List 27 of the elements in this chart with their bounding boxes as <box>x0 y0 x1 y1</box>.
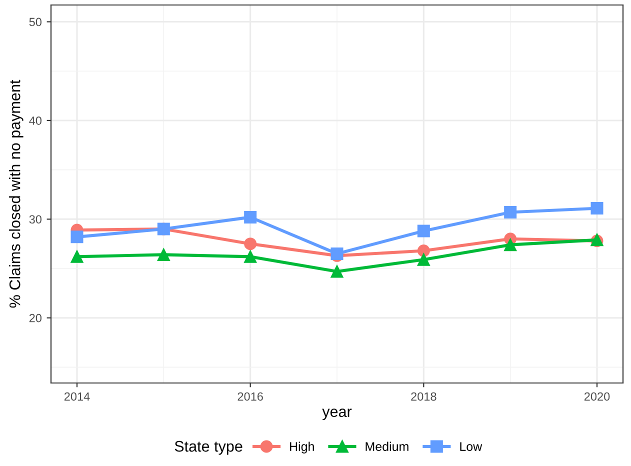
y-tick-label: 20 <box>29 314 42 322</box>
point <box>417 224 430 238</box>
point <box>157 248 170 261</box>
point <box>504 238 517 252</box>
x-tick-label: 2020 <box>584 392 610 401</box>
y-tick-label: 30 <box>29 215 42 224</box>
point <box>70 250 84 263</box>
point <box>330 265 344 278</box>
x-axis-title: year <box>322 408 352 420</box>
point <box>590 202 604 215</box>
point <box>417 244 430 257</box>
point <box>417 253 430 266</box>
legend-label: Low <box>460 442 482 451</box>
x-tick-label: 2016 <box>238 392 263 401</box>
y-tick-label: 40 <box>29 116 42 125</box>
point <box>504 206 517 219</box>
x-tick-label: 2018 <box>411 392 436 401</box>
point <box>70 230 84 244</box>
y-axis-title: % Claims closed with no payment <box>9 80 24 308</box>
legend-title: State type <box>174 440 242 455</box>
point <box>244 250 257 263</box>
point <box>244 210 257 224</box>
y-tick-label: 50 <box>29 18 42 26</box>
point <box>244 238 257 250</box>
legend-label: High <box>290 442 314 454</box>
legend-label: Medium <box>366 442 408 451</box>
x-tick-label: 2014 <box>64 392 90 401</box>
